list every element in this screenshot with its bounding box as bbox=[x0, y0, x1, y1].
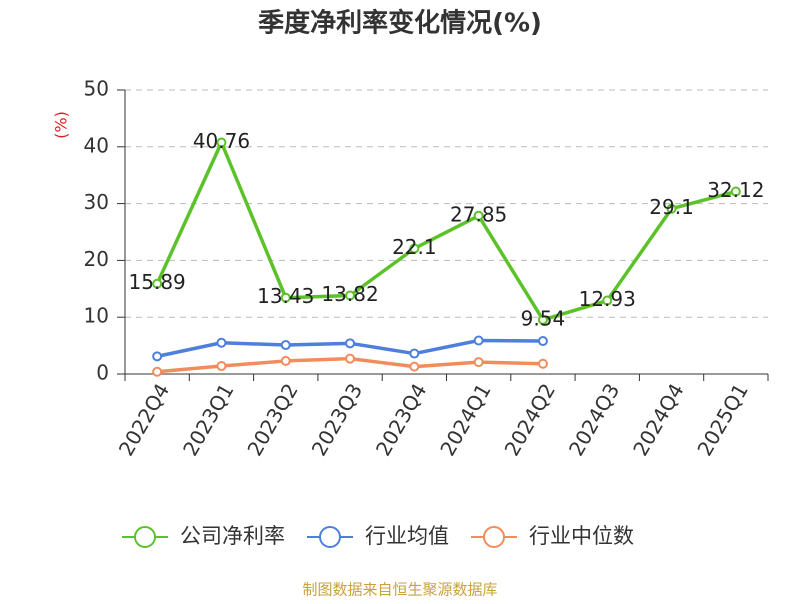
legend-label: 公司净利率 bbox=[180, 524, 285, 548]
data-point bbox=[152, 351, 163, 362]
chart-title: 季度净利率变化情况(%) bbox=[258, 8, 542, 39]
data-label: 40.76 bbox=[193, 129, 250, 153]
data-point bbox=[537, 336, 548, 347]
y-axis-label: (%) bbox=[52, 111, 71, 139]
data-label: 13.82 bbox=[321, 282, 378, 306]
legend-marker bbox=[483, 526, 505, 548]
y-tick-label: 40 bbox=[84, 133, 109, 157]
data-point bbox=[730, 186, 741, 197]
data-label: 13.43 bbox=[257, 284, 314, 308]
data-label: 29.1 bbox=[649, 195, 694, 219]
x-tick-label: 2023Q4 bbox=[371, 379, 431, 460]
data-point bbox=[280, 292, 291, 303]
data-label: 9.54 bbox=[521, 306, 566, 330]
y-tick-label: 20 bbox=[84, 247, 109, 271]
data-label: 32.12 bbox=[707, 178, 764, 202]
x-tick-label: 2023Q3 bbox=[307, 379, 367, 460]
legend-marker bbox=[134, 526, 156, 548]
data-point bbox=[409, 348, 420, 359]
legend-label: 行业均值 bbox=[365, 524, 449, 548]
data-point bbox=[666, 203, 677, 214]
source-note: 制图数据来自恒生聚源数据库 bbox=[302, 581, 497, 599]
x-tick-label: 2022Q4 bbox=[114, 379, 174, 460]
data-point bbox=[152, 278, 163, 289]
data-point bbox=[345, 353, 356, 364]
series-line bbox=[155, 140, 737, 322]
data-point bbox=[602, 295, 613, 306]
x-tick-label: 2023Q1 bbox=[178, 379, 238, 460]
y-tick-label: 30 bbox=[84, 190, 109, 214]
x-tick-label: 2024Q3 bbox=[564, 379, 624, 460]
data-label: 22.1 bbox=[392, 235, 437, 259]
data-point bbox=[537, 314, 548, 325]
data-point bbox=[473, 335, 484, 346]
x-tick-label: 2025Q1 bbox=[692, 379, 752, 460]
x-tick-label: 2024Q1 bbox=[435, 379, 495, 460]
data-point bbox=[473, 357, 484, 368]
data-point bbox=[216, 337, 227, 348]
data-point bbox=[345, 338, 356, 349]
data-point bbox=[152, 366, 163, 377]
x-tick-label: 2024Q4 bbox=[628, 379, 688, 460]
legend-marker bbox=[319, 526, 341, 548]
data-point bbox=[280, 340, 291, 351]
y-tick-label: 50 bbox=[84, 77, 109, 101]
y-tick-label: 10 bbox=[84, 304, 109, 328]
legend-label: 行业中位数 bbox=[529, 524, 634, 548]
data-label: 12.93 bbox=[579, 287, 636, 311]
data-point bbox=[473, 210, 484, 221]
data-point bbox=[409, 361, 420, 372]
data-point bbox=[280, 355, 291, 366]
data-point bbox=[345, 290, 356, 301]
data-point bbox=[537, 358, 548, 369]
data-point bbox=[409, 243, 420, 254]
data-point bbox=[216, 361, 227, 372]
data-label: 15.89 bbox=[129, 270, 186, 294]
data-point bbox=[216, 137, 227, 148]
data-label: 27.85 bbox=[450, 202, 507, 226]
x-tick-label: 2024Q2 bbox=[500, 379, 560, 460]
y-tick-label: 0 bbox=[96, 361, 109, 385]
x-tick-label: 2023Q2 bbox=[242, 379, 302, 460]
